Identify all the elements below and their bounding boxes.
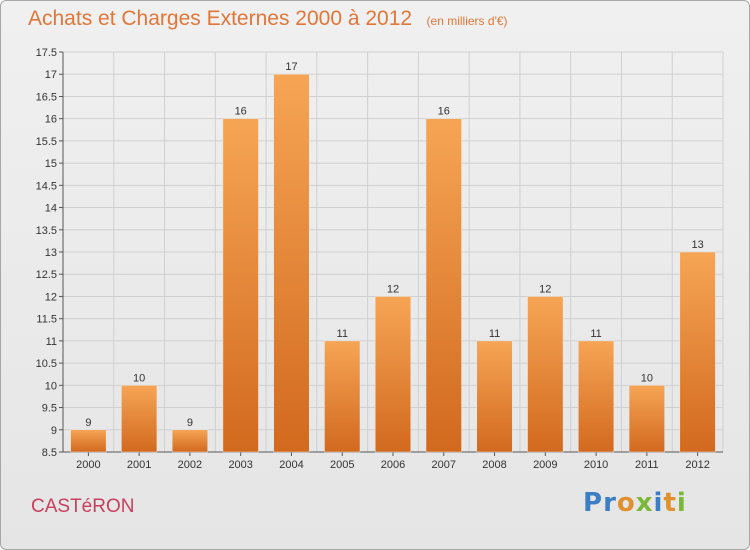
chart-title: Achats et Charges Externes 2000 à 2012 — [28, 7, 413, 30]
bars — [70, 73, 716, 453]
y-tick-label: 14 — [45, 203, 57, 215]
bar-value-label: 12 — [387, 283, 399, 295]
bar — [679, 251, 716, 453]
commune-name: CASTéRON — [31, 496, 135, 517]
bar-value-label: 11 — [590, 328, 601, 340]
labels: 9 2000 10 2001 9 2002 16 2003 17 2004 11 2005 12 2006… — [76, 61, 710, 471]
x-tick-label: 2006 — [381, 459, 405, 471]
chart-subtitle: (en milliers d'€) — [426, 14, 508, 28]
x-tick-label: 2000 — [76, 459, 100, 471]
x-tick-label: 2011 — [635, 459, 659, 471]
y-tick-label: 10 — [45, 380, 57, 392]
y-tick-label: 14.5 — [36, 180, 57, 192]
bar — [171, 429, 208, 453]
y-tick-label: 16 — [45, 114, 57, 126]
axes: 8.5 9 9.5 10 10.5 11 11.5 12 12.5 13 13.5 14 14.5 15 1… — [36, 47, 723, 459]
bar-value-label: 11 — [337, 328, 348, 340]
x-tick-label: 2012 — [685, 459, 709, 471]
bar — [324, 340, 361, 453]
logo-letter: i — [676, 488, 687, 518]
x-tick-label: 2009 — [533, 459, 557, 471]
bar — [527, 296, 564, 453]
logo-letter: o — [616, 488, 636, 518]
y-tick-label: 15 — [45, 158, 57, 170]
x-tick-label: 2007 — [432, 459, 456, 471]
bar-value-label: 11 — [489, 328, 500, 340]
y-tick-label: 13.5 — [36, 225, 57, 237]
logo-letter: r — [603, 488, 617, 518]
y-tick-label: 13 — [45, 247, 57, 259]
bar — [628, 385, 665, 453]
x-tick-label: 2003 — [228, 459, 252, 471]
y-tick-label: 17.5 — [36, 47, 57, 59]
x-tick-label: 2005 — [330, 459, 354, 471]
bar-value-label: 16 — [438, 106, 450, 118]
bar-value-label: 17 — [285, 61, 297, 73]
logo-letter: t — [663, 488, 677, 518]
x-tick-label: 2004 — [279, 459, 303, 471]
y-tick-label: 9.5 — [42, 403, 57, 415]
y-tick-label: 9 — [51, 425, 57, 437]
y-tick-label: 12.5 — [36, 269, 57, 281]
logo-letter: P — [583, 488, 604, 518]
proxiti-logo[interactable]: Proxiti — [583, 488, 687, 518]
bar — [273, 73, 310, 453]
x-tick-label: 2002 — [178, 459, 202, 471]
bar — [121, 385, 158, 453]
logo-letter: i — [653, 488, 664, 518]
y-tick-label: 8.5 — [42, 447, 57, 459]
bar — [425, 118, 462, 453]
bar-value-label: 13 — [691, 239, 703, 251]
bar — [222, 118, 259, 453]
x-tick-label: 2008 — [482, 459, 506, 471]
bar — [476, 340, 513, 453]
y-tick-label: 12 — [45, 291, 57, 303]
x-tick-label: 2010 — [584, 459, 608, 471]
bar-value-label: 12 — [539, 283, 551, 295]
y-tick-label: 16.5 — [36, 91, 57, 103]
y-tick-label: 15.5 — [36, 136, 57, 148]
logo-letter: x — [635, 488, 654, 518]
bar-value-label: 16 — [235, 106, 247, 118]
y-tick-label: 17 — [45, 69, 57, 81]
bar-value-label: 9 — [85, 417, 91, 429]
chart-title-block: Achats et Charges Externes 2000 à 2012 (… — [28, 7, 508, 31]
y-tick-label: 11.5 — [36, 314, 57, 326]
bar-value-label: 10 — [641, 372, 653, 384]
y-tick-label: 10.5 — [36, 358, 57, 370]
y-tick-label: 11 — [46, 336, 57, 348]
bar — [578, 340, 615, 453]
bar-value-label: 9 — [187, 417, 193, 429]
bar — [70, 429, 107, 453]
x-tick-label: 2001 — [127, 459, 151, 471]
bar-value-label: 10 — [133, 372, 145, 384]
bar — [374, 296, 412, 453]
